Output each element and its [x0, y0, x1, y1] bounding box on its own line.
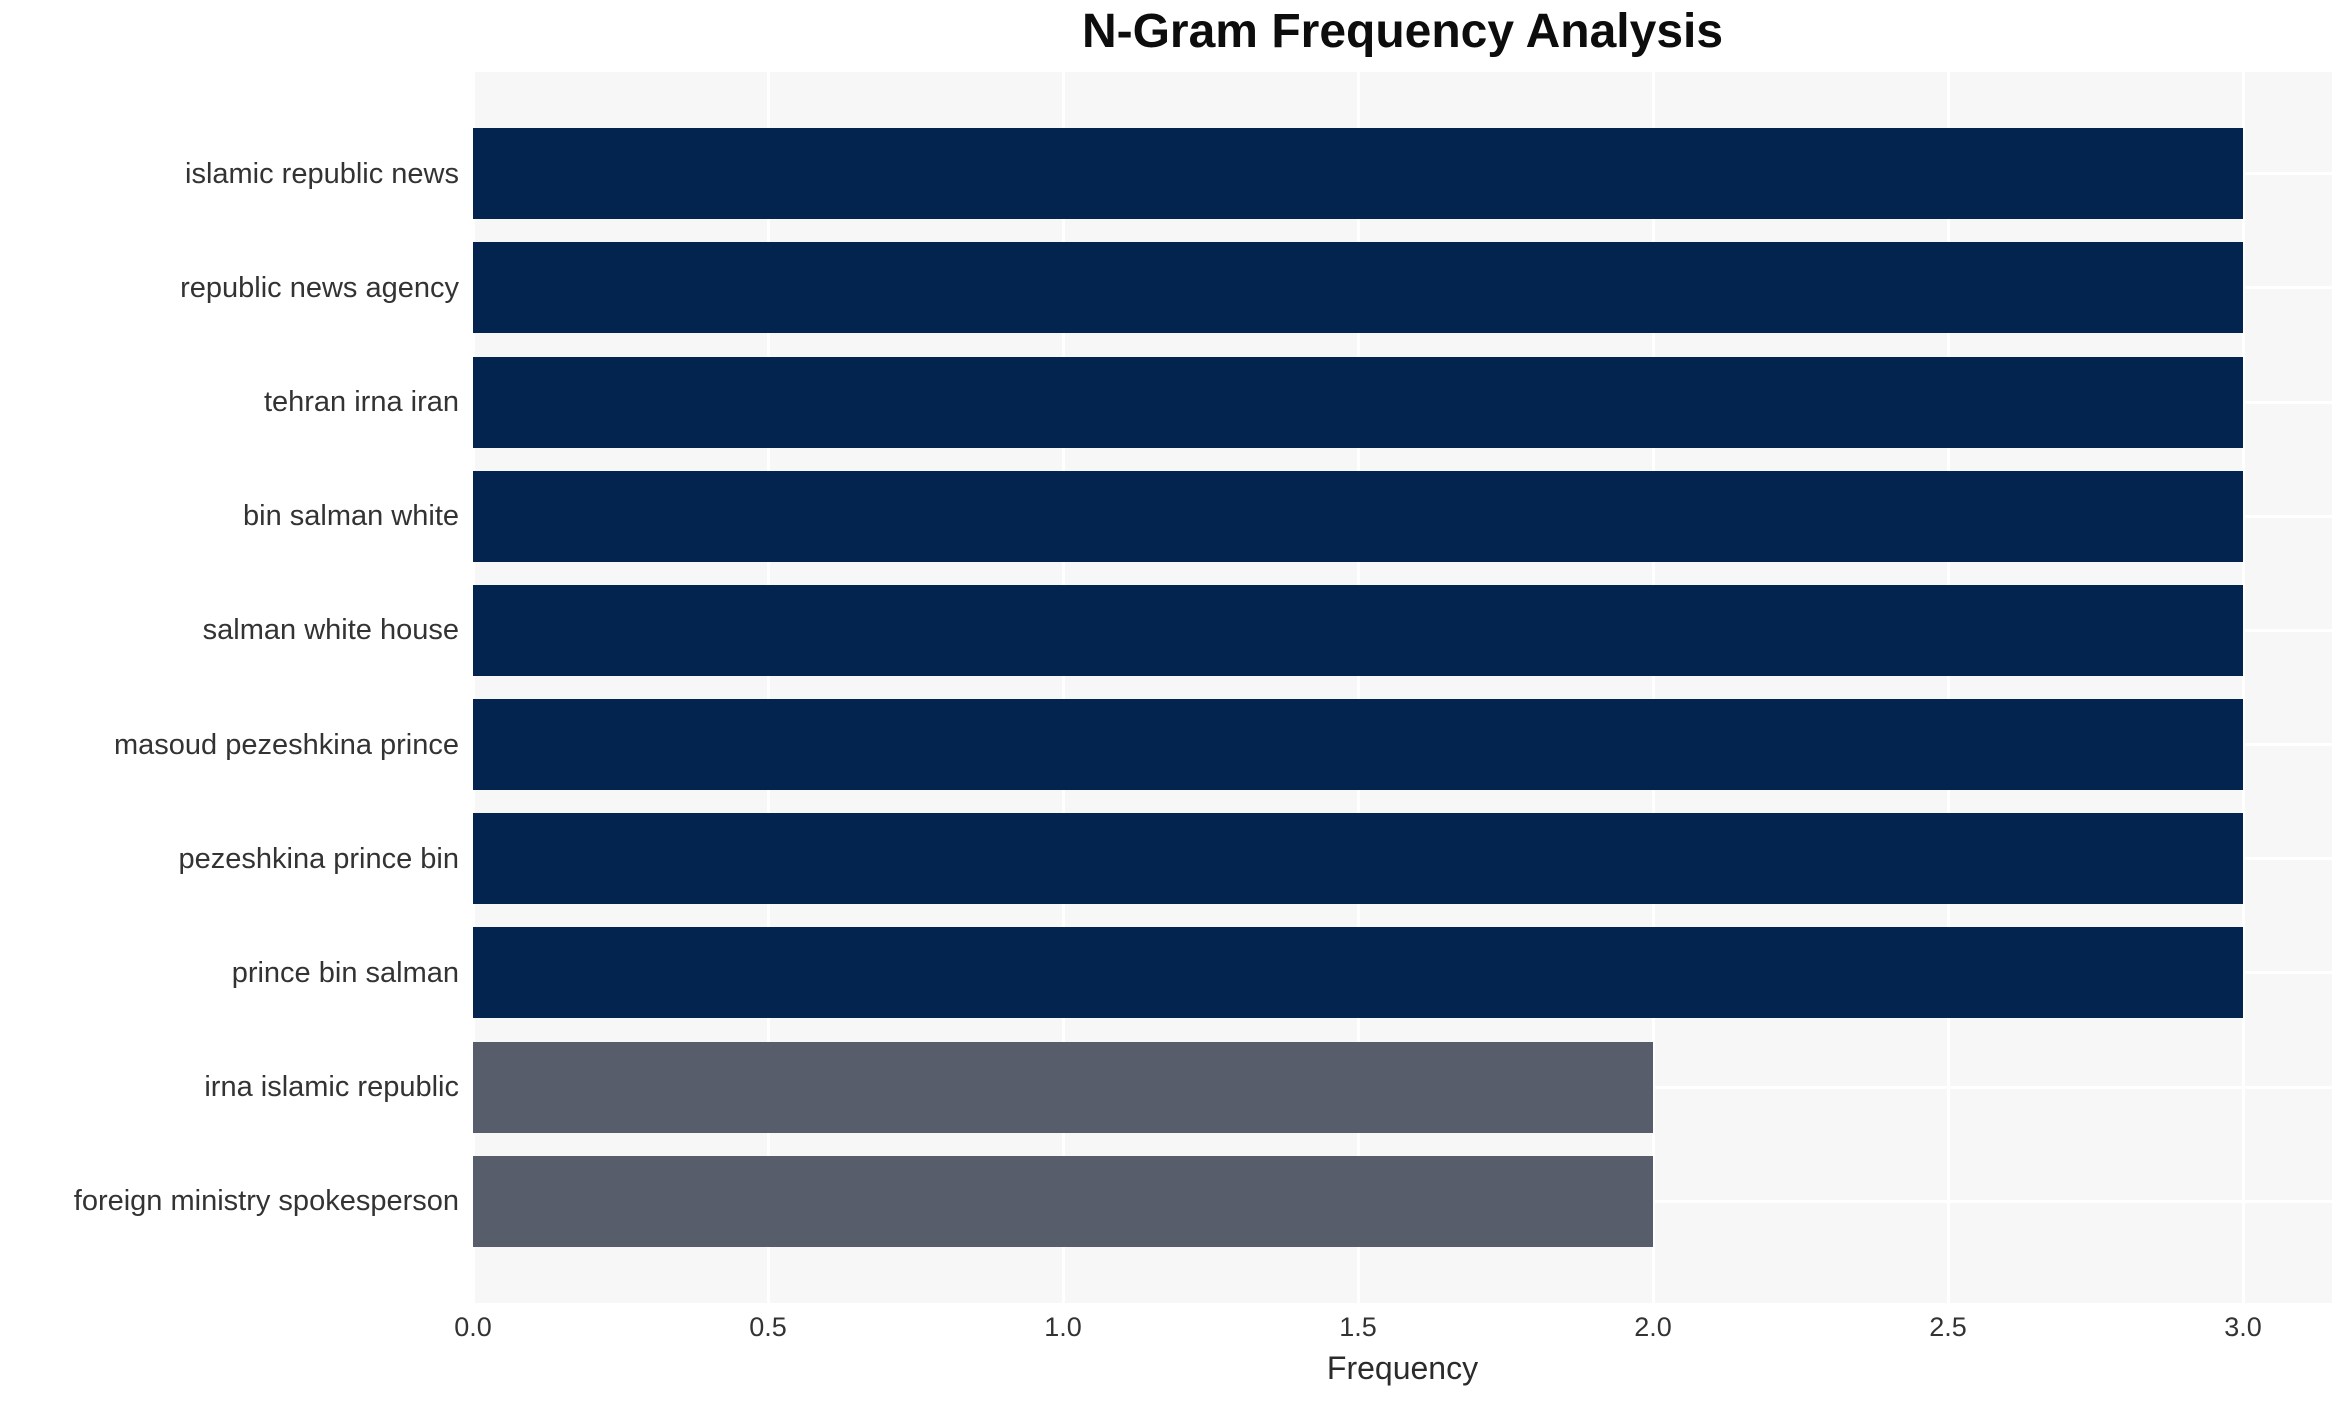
y-tick-label: republic news agency	[180, 272, 459, 304]
chart-title: N-Gram Frequency Analysis	[1081, 5, 1724, 58]
x-tick-label: 2.0	[1634, 1312, 1672, 1342]
bar-masoud-pezeshkina-prince	[473, 699, 2243, 790]
bar-pezeshkina-prince-bin	[473, 813, 2243, 904]
x-tick-label: 2.5	[1929, 1312, 1967, 1342]
bar-salman-white-house	[473, 585, 2243, 676]
y-tick-label: salman white house	[202, 614, 459, 646]
bar-bin-salman-white	[473, 471, 2243, 562]
bar-republic-news-agency	[473, 242, 2243, 333]
x-axis-title: Frequency	[1326, 1350, 1479, 1386]
x-tick-label: 1.0	[1044, 1312, 1082, 1342]
y-tick-label: irna islamic republic	[204, 1071, 459, 1103]
gridline-vertical	[1062, 72, 1065, 1303]
gridline-vertical	[2242, 72, 2245, 1303]
y-tick-label: islamic republic news	[185, 158, 459, 190]
y-tick-label: pezeshkina prince bin	[178, 843, 459, 875]
bar-prince-bin-salman	[473, 927, 2243, 1018]
y-tick-label: prince bin salman	[231, 957, 459, 989]
y-tick-label: foreign ministry spokesperson	[73, 1185, 459, 1217]
gridline-vertical	[1652, 72, 1655, 1303]
gridline-vertical	[472, 72, 475, 1303]
y-tick-label: tehran irna iran	[263, 386, 459, 418]
x-tick-label: 0.0	[454, 1312, 492, 1342]
plot-area	[472, 72, 2332, 1303]
gridline-vertical	[767, 72, 770, 1303]
bar-foreign-ministry-spokesperson	[473, 1156, 1653, 1247]
y-tick-label: masoud pezeshkina prince	[114, 729, 459, 761]
x-tick-label: 0.5	[749, 1312, 787, 1342]
bar-islamic-republic-news	[473, 128, 2243, 219]
x-tick-label: 1.5	[1339, 1312, 1377, 1342]
bar-tehran-irna-iran	[473, 357, 2243, 448]
bar-irna-islamic-republic	[473, 1042, 1653, 1133]
x-tick-label: 3.0	[2224, 1312, 2262, 1342]
y-tick-label: bin salman white	[243, 500, 459, 532]
gridline-vertical	[1357, 72, 1360, 1303]
gridline-vertical	[1947, 72, 1950, 1303]
